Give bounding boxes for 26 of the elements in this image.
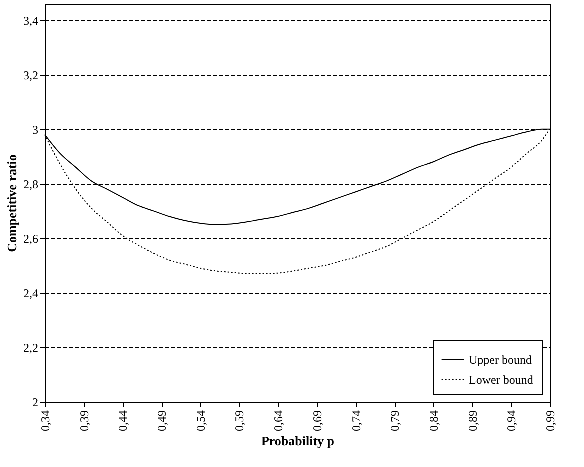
legend-label: Upper bound [469, 353, 532, 367]
legend-label: Lower bound [469, 373, 534, 387]
x-tick-label: 0,64 [272, 410, 286, 432]
x-tick-label: 0,79 [388, 410, 402, 432]
y-tick-label: 3,4 [24, 14, 38, 28]
x-tick-label: 0,59 [232, 410, 247, 432]
x-tick-label: 0,99 [544, 410, 558, 432]
y-tick-label: 2,8 [24, 177, 38, 192]
x-tick-label: 0,49 [155, 410, 170, 432]
x-axis-title: Probability p [261, 434, 335, 448]
x-tick-label: 0,44 [116, 410, 130, 432]
x-tick-label: 0,74 [349, 410, 364, 432]
y-axis-title: Competitive ratio [4, 154, 20, 252]
y-tick-label: 3,2 [24, 68, 38, 82]
x-tick-label: 0,89 [466, 410, 480, 432]
x-tick-label: 0,39 [77, 410, 92, 432]
y-tick-label: 2,2 [24, 340, 38, 355]
x-tick-label: 0,84 [426, 410, 441, 432]
y-tick-label: 3 [32, 122, 38, 137]
y-tick-label: 2,6 [24, 232, 38, 246]
x-tick-label: 0,34 [38, 410, 52, 432]
x-tick-label: 0,94 [504, 410, 519, 432]
x-tick-label: 0,54 [194, 410, 208, 432]
x-tick-label: 0,69 [310, 410, 324, 432]
y-tick-label: 2,4 [24, 286, 38, 300]
y-tick-label: 2 [32, 396, 38, 410]
